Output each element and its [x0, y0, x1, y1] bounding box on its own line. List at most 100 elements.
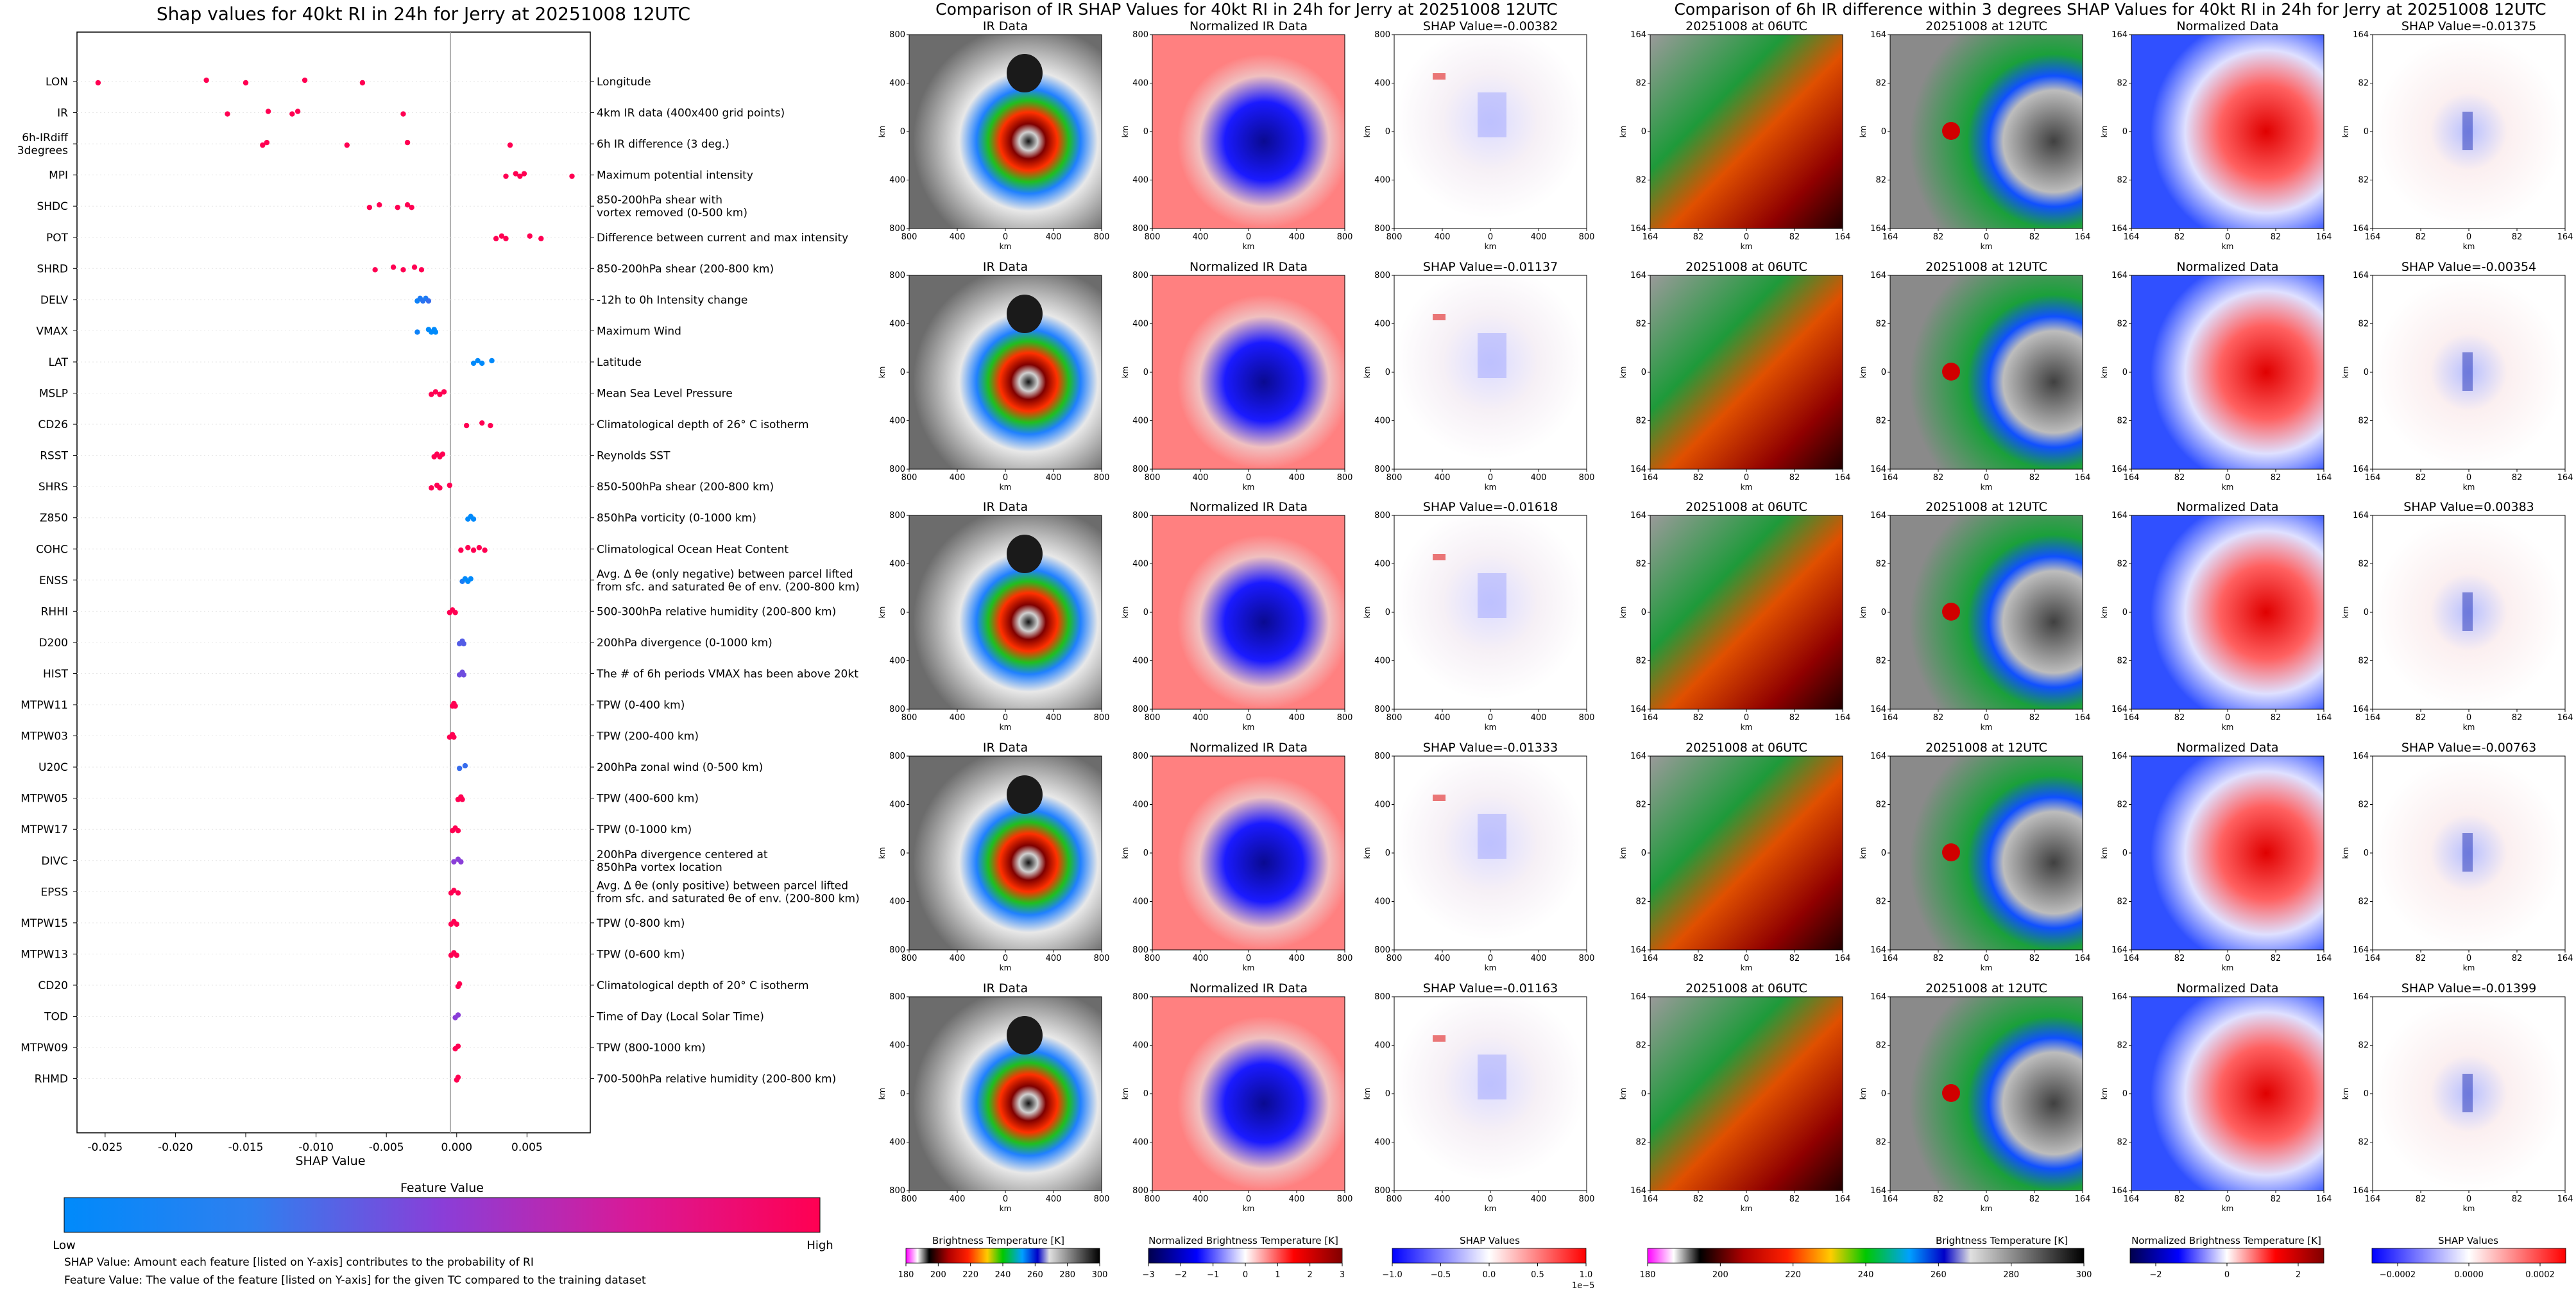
x-tick-label: 164	[2316, 232, 2332, 242]
feature-description-label: TPW (200-400 km)	[596, 730, 699, 743]
y-tick-label: 800	[889, 465, 905, 474]
x-tick-label: 800	[1579, 473, 1595, 483]
y-axis-label: km	[1859, 1088, 1868, 1100]
x-tick-label: 164	[2124, 713, 2140, 723]
x-axis-label: km	[1485, 723, 1497, 732]
y-tick-label: 164	[1870, 224, 1886, 234]
x-axis-label: km	[1981, 1204, 1993, 1213]
y-tick-label: 82	[1635, 79, 1646, 89]
x-axis-label: km	[1741, 963, 1753, 972]
x-axis-label: km	[1000, 963, 1012, 972]
feature-name-label: MPI	[49, 169, 68, 182]
shap-point	[470, 547, 477, 553]
ir-shap-title: SHAP Value=-0.01618	[1423, 500, 1558, 514]
colorbar-tick-label: 280	[2003, 1270, 2019, 1280]
y-axis-label: km	[1363, 126, 1372, 138]
y-tick-label: 400	[1132, 1041, 1148, 1051]
y-tick-label: 164	[1630, 992, 1646, 1002]
x-axis-label: km	[1981, 723, 1993, 732]
x-tick-label: 82	[1693, 1194, 1704, 1204]
y-tick-label: 800	[1132, 465, 1148, 474]
diff-normalized-image	[2131, 35, 2324, 228]
colorbar-tick-label: −2	[1175, 1270, 1187, 1280]
y-tick-label: 400	[1374, 1138, 1390, 1148]
shap-point	[225, 111, 230, 117]
y-axis-label: km	[2100, 607, 2109, 619]
y-tick-label: 82	[2117, 560, 2128, 569]
x-tick-label: 400	[1531, 473, 1547, 483]
x-tick-label: 800	[1145, 954, 1161, 963]
x-tick-label: 400	[1531, 232, 1547, 242]
shap-point	[404, 202, 411, 208]
x-tick-label: 800	[1386, 713, 1403, 723]
y-axis-label: km	[1859, 126, 1868, 138]
x-tick-label: 164	[1835, 1194, 1851, 1204]
x-tick-label: 800	[1386, 1194, 1403, 1204]
x-tick-label: 0	[1488, 713, 1493, 723]
y-tick-label: 800	[1374, 752, 1390, 761]
x-axis-label: km	[1981, 483, 1993, 492]
colorbar-tick-label: 0	[2224, 1270, 2230, 1280]
y-tick-label: 164	[1870, 945, 1886, 955]
y-axis-label: km	[2100, 847, 2109, 859]
feature-description-label: 850hPa vorticity (0-1000 km)	[597, 512, 756, 525]
y-tick-label: 0	[1385, 368, 1390, 377]
x-tick-label: 82	[1933, 232, 1944, 242]
y-tick-label: 400	[889, 657, 905, 666]
y-axis-label: km	[878, 126, 887, 138]
ir-panel-grid: IR Data80080040040000400400800800kmkmNor…	[878, 19, 1594, 1213]
shap-negative-patch	[2462, 1074, 2473, 1112]
y-tick-label: 82	[1635, 560, 1646, 569]
feature-name-label: MTPW15	[21, 917, 68, 930]
shap-point	[451, 888, 457, 893]
y-axis-label: km	[1619, 607, 1628, 619]
x-tick-label: 82	[2416, 473, 2427, 483]
shap-point	[95, 80, 101, 86]
y-tick-label: 0	[2364, 848, 2369, 858]
y-tick-label: 400	[1374, 657, 1390, 666]
y-tick-label: 400	[1132, 1138, 1148, 1148]
colorbar-tick-label: 260	[1931, 1270, 1947, 1280]
feature-description-label: Climatological Ocean Heat Content	[597, 543, 789, 556]
colorbar-tick-label: 0.0002	[2525, 1270, 2555, 1280]
ir-shap-title: SHAP Value=-0.01333	[1423, 741, 1558, 755]
shap-point	[439, 451, 446, 457]
x-tick-label: 800	[1145, 713, 1161, 723]
feature-description-label: Reynolds SST	[597, 450, 670, 463]
y-tick-label: 800	[889, 992, 905, 1002]
diff-06utc-image	[1650, 275, 1843, 469]
shap-point	[499, 233, 505, 239]
x-axis-label: km	[1485, 483, 1497, 492]
ir-data-title: IR Data	[983, 260, 1028, 274]
normalized-ir-title: Normalized IR Data	[1190, 19, 1308, 33]
y-axis-label: km	[1619, 1088, 1628, 1100]
x-tick-label: 800	[1145, 473, 1161, 483]
x-tick-label: 164	[1835, 473, 1851, 483]
feature-description-label: 850-200hPa shear with	[597, 194, 722, 207]
shap-negative-patch	[1478, 573, 1506, 618]
ir-data-image	[909, 997, 1102, 1191]
y-tick-label: 164	[1870, 752, 1886, 761]
y-tick-label: 82	[1875, 1041, 1886, 1051]
x-tick-label: 164	[2075, 232, 2091, 242]
y-axis-label: km	[1121, 126, 1130, 138]
x-tick-label: 400	[1289, 954, 1305, 963]
shap-positive-patch	[1433, 314, 1446, 320]
x-tick-label: 82	[2271, 954, 2282, 963]
y-axis-label: km	[2100, 1088, 2109, 1100]
x-tick-label: 0	[2225, 1194, 2230, 1204]
y-axis-label: km	[1121, 1088, 1130, 1100]
y-tick-label: 800	[1374, 224, 1390, 234]
y-tick-label: 164	[2111, 752, 2128, 761]
y-tick-label: 800	[889, 271, 905, 280]
y-tick-label: 82	[2117, 657, 2128, 666]
y-tick-label: 164	[1630, 224, 1646, 234]
ir-shap-image	[1394, 35, 1587, 228]
x-tick-label: 164	[2365, 954, 2381, 963]
x-tick-label: 164	[1882, 954, 1898, 963]
y-tick-label: 82	[1875, 79, 1886, 89]
y-axis-label: km	[878, 847, 887, 859]
y-axis-label: km	[2341, 126, 2350, 138]
y-tick-label: 164	[1630, 752, 1646, 761]
x-axis-label: km	[1741, 242, 1753, 251]
